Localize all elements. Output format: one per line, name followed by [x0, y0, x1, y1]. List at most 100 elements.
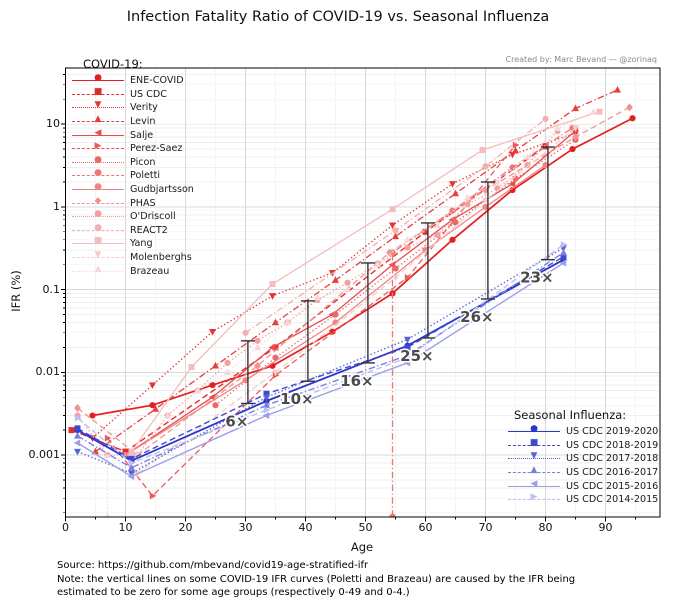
legend-item: ● Picon — [72, 154, 194, 170]
legend-item: ▶ US CDC 2014-2015 — [508, 492, 658, 507]
ratio-annotation: 26× — [460, 308, 493, 326]
legend-item-label: REACT2 — [130, 224, 168, 236]
legend-item-label: Verity — [130, 102, 158, 114]
legend-item: ▶ Perez-Saez — [72, 141, 194, 156]
legend-line-sample-icon — [72, 257, 124, 259]
legend-item-label: ENE-COVID — [130, 75, 184, 87]
tri-left-marker-icon: ◀ — [530, 478, 538, 489]
legend-sample: ■ — [72, 87, 124, 100]
legend-item-label: Perez-Saez — [130, 143, 183, 155]
legend-item: ● REACT2 — [72, 223, 194, 238]
series-line-us-cdc-2016-2017 — [77, 252, 564, 469]
series-line-us-cdc-2014-2015 — [77, 244, 564, 464]
series-line-react2 — [245, 118, 546, 334]
legend-item-label: US CDC 2017-2018 — [566, 453, 659, 465]
series-line-ene-covid — [92, 117, 633, 417]
x-tick-label: 40 — [298, 521, 313, 534]
tri-down-marker-icon: ▼ — [94, 250, 102, 261]
legend-item: ● ENE-COVID — [72, 73, 194, 88]
series-line-yang — [130, 110, 600, 452]
x-tick-label: 0 — [62, 521, 69, 534]
legend-sample: ▶ — [72, 141, 124, 154]
y-tick-label: 1 — [53, 199, 60, 213]
legend-line-sample-icon — [508, 472, 560, 474]
footnote-note-line2: estimated to be zero for some age groups… — [57, 587, 410, 598]
legend-influenza-items: ● US CDC 2019-2020 ■ US CDC 2018-2019 ▼ US CD… — [508, 424, 659, 507]
tri-right-marker-icon: ▶ — [94, 141, 102, 152]
circle-marker-icon: ● — [94, 209, 102, 220]
legend-sample: ■ — [508, 437, 560, 451]
series-line-verity — [92, 132, 576, 439]
legend-sample: ▼ — [72, 250, 124, 263]
legend-item: ■ US CDC 2018-2019 — [508, 437, 658, 453]
legend-line-sample-icon — [72, 216, 124, 218]
legend-influenza: Seasonal Influenza: ● US CDC 2019-2020 ■ US… — [508, 408, 658, 507]
tri-up-marker-icon: ▲ — [94, 263, 102, 274]
legend-item-label: US CDC — [130, 88, 167, 100]
y-tick-label: 10 — [46, 117, 60, 131]
legend-item-label: Yang — [130, 238, 153, 250]
legend-sample: ● — [72, 182, 124, 195]
octagon-marker-icon: ● — [94, 154, 102, 165]
tri-up-marker-icon: ▲ — [94, 114, 102, 125]
legend-line-sample-icon — [508, 458, 560, 460]
ratio-bars: 6× 10× 16× 25× 26× 23× — [224, 146, 555, 432]
series-line-us-cdc-2018-2019 — [77, 256, 564, 460]
legend-sample: ▲ — [72, 263, 124, 277]
legend-item-label: Gudbjartsson — [130, 184, 194, 196]
y-tick-label: 0.1 — [42, 282, 61, 296]
x-tick-label: 30 — [238, 521, 253, 534]
legend-covid: COVID-19: ● ENE-COVID ■ US CDC ▼ Verity ▲ Levin… — [72, 57, 194, 278]
legend-item: ● Poletti — [72, 168, 194, 183]
legend-line-sample-icon — [72, 148, 124, 150]
legend-line-sample-icon — [72, 202, 124, 204]
legend-item-label: US CDC 2016-2017 — [566, 467, 659, 479]
axes-frame — [61, 67, 661, 522]
legend-item-label: PHAS — [130, 197, 156, 209]
legend-sample: ◆ — [72, 196, 124, 209]
legend-item: ● O'Driscoll — [72, 209, 194, 224]
circle-marker-icon: ● — [94, 73, 102, 84]
chart-title: Infection Fatality Ratio of COVID-19 vs.… — [126, 9, 550, 25]
legend-line-sample-icon — [72, 161, 124, 163]
legend-item-label: Salje — [130, 129, 154, 141]
series-line-gudbjartsson — [125, 164, 546, 456]
legend-item: ▲ Levin — [72, 114, 194, 129]
x-tick-label: 10 — [118, 521, 133, 534]
tri-up-marker-icon: ▲ — [530, 465, 538, 476]
series-line-brazeau — [106, 111, 594, 517]
legend-item: ◆ PHAS — [72, 196, 194, 210]
legend-sample: ■ — [72, 236, 124, 249]
legend-line-sample-icon — [72, 107, 124, 109]
legend-item: ● Gudbjartsson — [72, 182, 194, 197]
legend-line-sample-icon — [72, 121, 124, 123]
series-line-salje — [125, 130, 576, 456]
legend-sample: ● — [72, 223, 124, 236]
legend-item-label: US CDC 2019-2020 — [566, 426, 659, 438]
legend-sample: ▼ — [72, 100, 124, 113]
pentagon-marker-icon: ● — [94, 168, 102, 179]
x-tick-label: 50 — [358, 521, 373, 534]
legend-sample: ▲ — [72, 114, 124, 127]
y-tick-label: 0.001 — [28, 448, 61, 461]
legend-sample: ● — [72, 209, 124, 222]
x-tick-label: 20 — [178, 521, 193, 534]
series-line-us-cdc-2017-2018 — [77, 247, 564, 475]
legend-line-sample-icon — [72, 243, 124, 245]
legend-line-sample-icon — [72, 189, 124, 191]
legend-line-sample-icon — [508, 431, 560, 433]
ratio-annotation: 23× — [520, 269, 553, 287]
legend-item: ◀ US CDC 2015-2016 — [508, 479, 658, 493]
square-marker-icon: ■ — [529, 437, 539, 448]
legend-item: ▼ Verity — [72, 100, 194, 115]
hexagon-marker-icon: ● — [94, 182, 102, 193]
data-series — [68, 85, 636, 517]
legend-covid-title: COVID-19: — [83, 57, 143, 71]
legend-line-sample-icon — [72, 175, 124, 177]
x-axis-label: Age — [350, 540, 374, 554]
legend-item-label: O'Driscoll — [130, 211, 176, 223]
footnote: Source: https://github.com/mbevand/covid… — [57, 559, 667, 600]
legend-line-sample-icon — [72, 270, 124, 272]
legend-sample: ▲ — [508, 465, 560, 478]
